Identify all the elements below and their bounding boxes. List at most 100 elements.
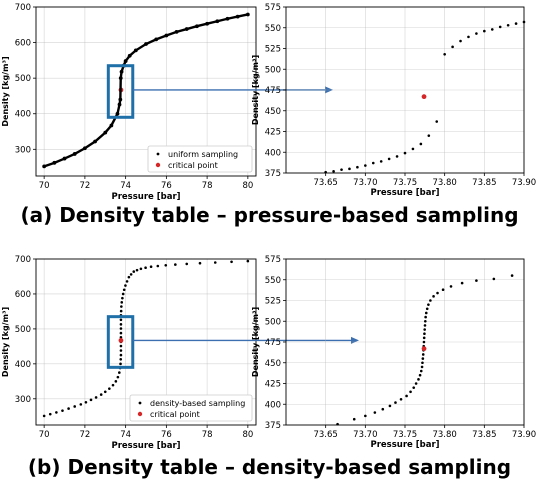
chart-b-zoom: 73.65 73.70 73.75 73.80 73.85 73.90 375 400 425 4… bbox=[251, 255, 536, 450]
y-tick-label: 600 bbox=[15, 39, 31, 49]
y-axis-label: Density [kg/m³] bbox=[251, 55, 260, 125]
sample-point bbox=[394, 401, 397, 404]
sample-point bbox=[79, 403, 83, 406]
x-tick-label: 74 bbox=[120, 181, 131, 191]
sample-point bbox=[424, 319, 427, 323]
sample-point bbox=[119, 327, 123, 330]
sample-point bbox=[522, 20, 526, 24]
sample-point bbox=[119, 362, 122, 366]
sample-point bbox=[506, 23, 510, 27]
x-tick-label: 73.75 bbox=[393, 430, 417, 440]
x-tick-label: 73.65 bbox=[313, 430, 337, 440]
sample-point bbox=[423, 328, 426, 331]
x-tick-label: 72 bbox=[79, 430, 90, 440]
sample-point bbox=[61, 409, 64, 412]
y-axis-label: Density [kg/m³] bbox=[1, 307, 10, 377]
sample-point bbox=[451, 45, 454, 49]
sample-point bbox=[388, 404, 392, 408]
y-tick-label: 450 bbox=[265, 359, 281, 369]
plot-frame bbox=[35, 6, 257, 177]
x-axis-label: Pressure [bar] bbox=[370, 188, 439, 198]
x-tick-label: 73.85 bbox=[472, 178, 496, 188]
sample-point bbox=[412, 386, 416, 389]
sample-point bbox=[373, 411, 377, 414]
sample-point bbox=[395, 155, 399, 158]
sample-point bbox=[483, 29, 486, 33]
legend-entry: critical point bbox=[168, 161, 218, 170]
sample-point bbox=[119, 353, 123, 357]
sample-point bbox=[427, 303, 430, 306]
sample-point bbox=[411, 147, 415, 151]
x-tick-label: 72 bbox=[79, 181, 90, 191]
sample-point bbox=[510, 274, 514, 277]
sample-point bbox=[119, 318, 123, 322]
legend-entry: density-based sampling bbox=[150, 399, 245, 408]
y-tick-label: 525 bbox=[265, 45, 281, 55]
sample-point bbox=[422, 340, 426, 344]
sample-point bbox=[48, 412, 52, 416]
sample-point bbox=[424, 311, 428, 315]
sample-point bbox=[421, 357, 425, 360]
sample-point bbox=[419, 369, 423, 373]
x-tick-label: 73.90 bbox=[512, 430, 536, 440]
y-tick-label: 400 bbox=[15, 110, 31, 120]
y-tick-label: 700 bbox=[15, 3, 31, 13]
y-axis-label: Density [kg/m³] bbox=[1, 56, 10, 126]
sample-point bbox=[422, 336, 426, 340]
y-tick-label: 425 bbox=[265, 380, 281, 390]
sample-point bbox=[174, 263, 177, 266]
sample-point bbox=[492, 277, 496, 281]
legend-marker bbox=[155, 162, 161, 168]
sample-point bbox=[475, 32, 478, 35]
x-tick-label: 73.80 bbox=[432, 430, 456, 440]
sample-point bbox=[119, 357, 123, 361]
sample-point bbox=[371, 161, 375, 165]
y-tick-label: 400 bbox=[265, 148, 281, 158]
sample-point bbox=[490, 28, 494, 31]
sample-point bbox=[84, 400, 88, 404]
sample-point bbox=[399, 397, 403, 401]
zoom-highlight-box bbox=[106, 315, 135, 369]
sample-point bbox=[121, 292, 125, 296]
sample-point bbox=[55, 411, 58, 414]
y-tick-label: 550 bbox=[265, 276, 281, 286]
y-tick-label: 550 bbox=[265, 24, 281, 34]
sample-point bbox=[122, 288, 126, 292]
x-axis-label: Pressure [bar] bbox=[370, 440, 439, 450]
chart-b-full: 70 72 74 76 78 80 300 400 500 600 700 Pressure [bar… bbox=[1, 255, 257, 451]
sample-point bbox=[379, 160, 383, 163]
chart-a-full: 70 72 74 76 78 80 300 400 500 600 700 Pressure [bar… bbox=[1, 3, 257, 202]
sample-point bbox=[129, 273, 133, 276]
sample-point bbox=[125, 280, 129, 283]
sample-point bbox=[164, 263, 168, 267]
x-tick-label: 78 bbox=[202, 430, 213, 440]
sample-point bbox=[514, 22, 518, 25]
x-tick-label: 70 bbox=[39, 430, 50, 440]
sample-point bbox=[119, 344, 123, 348]
x-axis-label: Pressure [bar] bbox=[111, 441, 180, 451]
sample-point bbox=[120, 301, 124, 304]
sample-point bbox=[127, 275, 131, 279]
sample-point bbox=[156, 264, 160, 268]
sample-point bbox=[111, 383, 115, 387]
x-tick-label: 78 bbox=[202, 181, 213, 191]
sample-point bbox=[449, 285, 453, 288]
caption-b: (b) Density table – density-based sampli… bbox=[27, 455, 512, 479]
sample-point bbox=[340, 168, 343, 171]
sample-point bbox=[144, 266, 147, 270]
sample-point bbox=[356, 165, 359, 169]
sample-point bbox=[73, 405, 77, 408]
sample-point bbox=[414, 382, 418, 385]
sample-point bbox=[108, 387, 111, 390]
legend-marker bbox=[137, 411, 143, 417]
sample-point bbox=[443, 53, 446, 56]
zoom-highlight-box bbox=[106, 64, 135, 119]
legend-entry: critical point bbox=[150, 410, 200, 419]
sample-point bbox=[498, 25, 502, 29]
y-tick-label: 400 bbox=[15, 360, 31, 370]
sample-point bbox=[230, 260, 233, 264]
x-tick-label: 76 bbox=[161, 430, 172, 440]
sample-point bbox=[425, 307, 429, 311]
sample-point bbox=[336, 422, 339, 426]
x-tick-label: 73.75 bbox=[393, 178, 417, 188]
